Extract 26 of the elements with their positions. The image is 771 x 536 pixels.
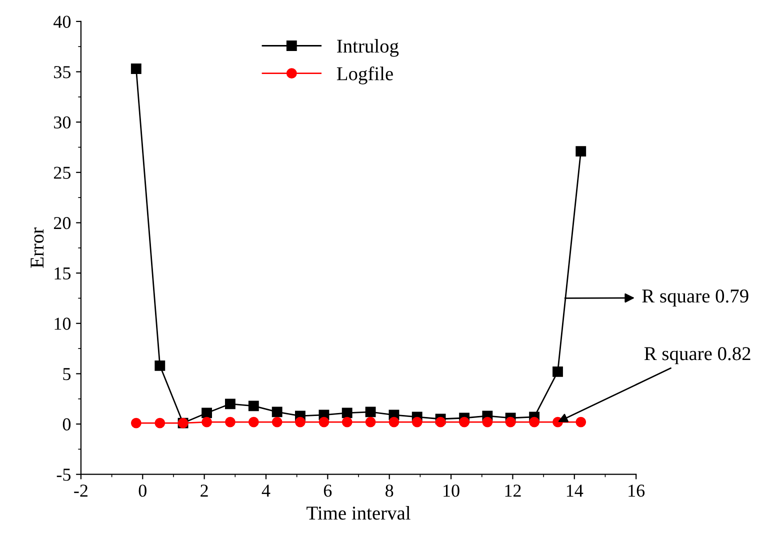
x-tick-label: 6 xyxy=(324,484,332,497)
x-tick-label: 0 xyxy=(138,484,146,497)
legend-label: Intrulog xyxy=(337,39,399,57)
y-tick-label: 10 xyxy=(54,318,71,330)
x-tick-label: 14 xyxy=(566,484,584,497)
y-tick-label: -5 xyxy=(56,468,71,481)
y-tick-label: 35 xyxy=(54,66,71,78)
x-tick-label: 4 xyxy=(262,484,270,497)
y-tick-label: 30 xyxy=(54,116,71,129)
x-tick-label: 12 xyxy=(505,484,521,497)
y-tick-label: 15 xyxy=(54,267,71,280)
x-tick-label: 8 xyxy=(386,484,394,497)
y-tick-label: 5 xyxy=(63,368,71,380)
annotation: R square 0.82 xyxy=(644,347,750,364)
x-tick-label: 2 xyxy=(200,484,208,497)
y-tick-label: 25 xyxy=(54,166,71,179)
y-tick-label: 20 xyxy=(54,216,71,230)
y-axis-title: Error xyxy=(30,228,44,268)
text: R square 0.79 xyxy=(642,289,748,307)
y-tick-label: 40 xyxy=(54,16,71,28)
legend-label: Logfile xyxy=(336,66,393,84)
x-axis-title: Time interval xyxy=(306,506,410,520)
x-tick-label: -2 xyxy=(74,484,88,497)
y-tick-label: 0 xyxy=(62,418,71,430)
x-tick-label: 10 xyxy=(444,484,460,497)
x-tick-label: 16 xyxy=(628,484,645,497)
